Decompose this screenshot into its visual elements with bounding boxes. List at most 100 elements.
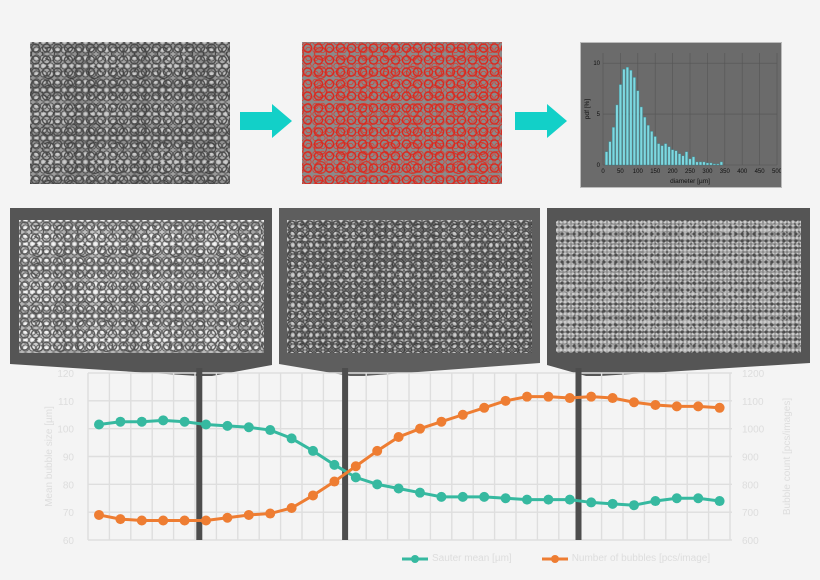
data-point-sauter bbox=[629, 500, 639, 511]
hist-bar bbox=[716, 163, 720, 166]
hist-bar bbox=[657, 143, 661, 166]
hist-bar bbox=[639, 106, 643, 166]
hist-xtick: 200 bbox=[668, 169, 679, 175]
hist-bar bbox=[612, 127, 615, 166]
y-axis-label-left: Mean bubble size [µm] bbox=[44, 406, 55, 507]
data-point-sauter bbox=[372, 479, 383, 490]
data-point-count bbox=[265, 508, 276, 519]
hist-bar bbox=[636, 90, 640, 166]
y-tick-right: 700 bbox=[742, 508, 759, 519]
sample-image-early bbox=[19, 220, 264, 353]
data-point-count bbox=[350, 461, 361, 472]
arrow-right-icon bbox=[240, 104, 292, 138]
hist-bar bbox=[664, 143, 668, 166]
hist-bar bbox=[605, 151, 608, 166]
legend-marker-sauter bbox=[402, 554, 428, 563]
sample-image-late bbox=[556, 220, 801, 353]
data-point-sauter bbox=[436, 491, 447, 502]
hist-xtick: 300 bbox=[702, 169, 713, 175]
y-tick-left: 110 bbox=[58, 397, 74, 408]
hist-bar bbox=[678, 153, 681, 166]
data-point-sauter bbox=[136, 416, 147, 427]
hist-bar bbox=[685, 151, 688, 166]
y-tick-right: 1200 bbox=[742, 369, 765, 380]
hist-bar bbox=[681, 155, 685, 166]
data-point-count bbox=[179, 515, 190, 526]
hist-xlabel: diameter [µm] bbox=[670, 178, 710, 185]
data-point-count bbox=[329, 476, 340, 487]
hist-xtick: 250 bbox=[685, 169, 696, 175]
data-point-count bbox=[522, 391, 532, 402]
data-point-sauter bbox=[671, 493, 682, 504]
bubble-trend-chart: 60 600 70 700 80 800 90 900 100 1000 110 1100 120 120… bbox=[44, 368, 793, 547]
data-point-sauter bbox=[158, 415, 169, 426]
sample-image-middle bbox=[287, 220, 532, 353]
data-point-sauter bbox=[94, 419, 104, 430]
data-point-count bbox=[650, 400, 661, 411]
data-point-sauter bbox=[693, 493, 704, 504]
raw-microscope-image bbox=[30, 42, 230, 184]
data-point-count bbox=[543, 391, 554, 402]
hist-ytick: 0 bbox=[597, 163, 601, 169]
hist-ytick: 5 bbox=[597, 112, 601, 118]
y-tick-right: 600 bbox=[742, 536, 759, 547]
data-point-sauter bbox=[543, 494, 554, 505]
hist-bar bbox=[712, 163, 716, 166]
data-point-sauter bbox=[714, 496, 725, 507]
detected-bubbles-image bbox=[302, 42, 502, 184]
data-point-sauter bbox=[115, 416, 126, 427]
y-tick-left: 70 bbox=[63, 508, 75, 519]
hist-bar bbox=[618, 84, 622, 166]
y-tick-left: 100 bbox=[57, 425, 74, 436]
data-point-count bbox=[393, 432, 404, 443]
y-tick-right: 900 bbox=[742, 453, 759, 464]
data-point-sauter bbox=[265, 425, 276, 436]
data-point-sauter bbox=[243, 422, 254, 433]
legend: Sauter mean [µm] Number of bubbles [pcs/… bbox=[402, 553, 710, 564]
hist-bar bbox=[608, 141, 612, 166]
arrow-right-icon bbox=[515, 104, 567, 138]
hist-bar bbox=[695, 161, 699, 166]
data-point-count bbox=[671, 401, 682, 412]
data-point-sauter bbox=[457, 491, 468, 502]
data-point-count bbox=[372, 445, 383, 456]
data-point-count bbox=[243, 509, 254, 520]
data-point-count bbox=[693, 401, 704, 412]
y-tick-left: 90 bbox=[63, 453, 75, 464]
data-point-count bbox=[136, 515, 147, 526]
data-point-sauter bbox=[415, 487, 425, 498]
hist-bar bbox=[653, 136, 657, 166]
hist-bar bbox=[719, 161, 723, 166]
data-point-sauter bbox=[650, 496, 661, 507]
hist-bar bbox=[622, 69, 626, 166]
data-point-count bbox=[436, 416, 447, 427]
data-point-count bbox=[94, 509, 104, 520]
hist-bar bbox=[674, 150, 678, 166]
data-point-count bbox=[158, 515, 169, 526]
hist-xtick: 500 bbox=[772, 169, 782, 175]
y-tick-right: 1000 bbox=[742, 425, 765, 436]
y-tick-right: 800 bbox=[742, 480, 759, 491]
data-point-sauter bbox=[522, 494, 532, 505]
data-point-count bbox=[415, 423, 425, 434]
data-point-count bbox=[222, 512, 233, 523]
y-tick-right: 1100 bbox=[742, 397, 764, 408]
y-tick-left: 80 bbox=[63, 480, 75, 491]
hist-bar bbox=[702, 161, 706, 166]
data-point-count bbox=[714, 402, 725, 413]
legend-marker-count bbox=[541, 554, 568, 563]
legend-label-count: Number of bubbles [pcs/image] bbox=[571, 553, 711, 564]
data-point-count bbox=[457, 409, 468, 420]
hist-bar bbox=[629, 70, 633, 166]
hist-ytick: 10 bbox=[593, 61, 600, 67]
legend-label-sauter: Sauter mean [µm] bbox=[432, 553, 512, 564]
hist-bar bbox=[667, 146, 671, 166]
data-point-sauter bbox=[329, 459, 340, 470]
data-point-count bbox=[308, 490, 318, 501]
hist-bar bbox=[671, 149, 675, 166]
hist-ylabel: pdf [%] bbox=[584, 99, 591, 119]
hist-bar bbox=[643, 116, 647, 166]
data-point-sauter bbox=[500, 493, 511, 504]
hist-xtick: 100 bbox=[633, 169, 644, 175]
hist-bar bbox=[646, 125, 650, 166]
